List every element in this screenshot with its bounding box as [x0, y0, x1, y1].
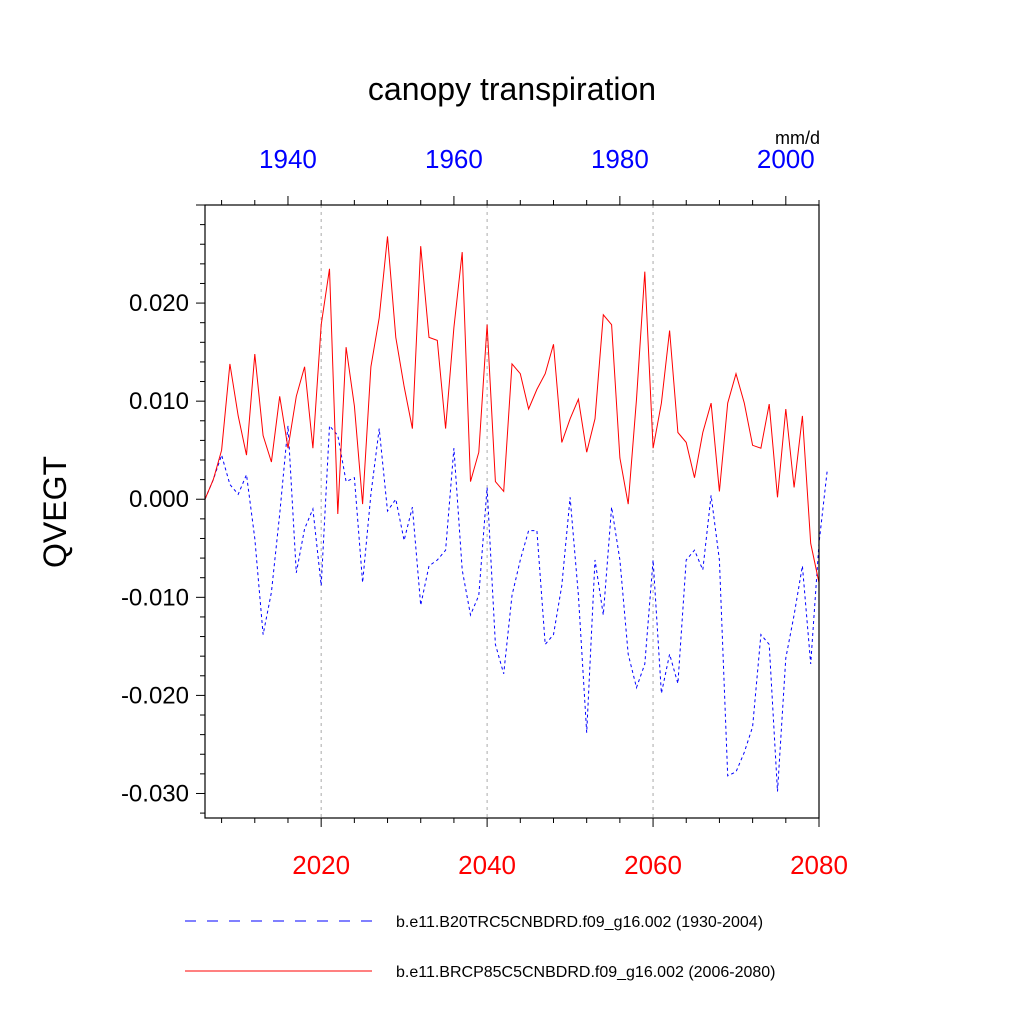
y-tick-label: -0.030: [121, 780, 189, 807]
bottom-tick-labels: 2020 2040 2060 2080: [292, 850, 848, 880]
legend-label-rcp85: b.e11.BRCP85C5CNBDRD.f09_g16.002 (2006-2…: [396, 964, 775, 981]
top-tick-label: 2000: [757, 144, 815, 174]
y-tick-labels: 0.020 0.010 0.000 -0.010 -0.020 -0.030: [121, 290, 189, 807]
top-tick-label: 1980: [591, 144, 649, 174]
axis-ticks: [196, 196, 820, 827]
units-label: mm/d: [775, 128, 820, 148]
bottom-tick-label: 2080: [790, 850, 848, 880]
plot-frame: [204, 204, 820, 819]
y-tick-label: 0.010: [129, 388, 189, 415]
series-lines: [204, 236, 828, 792]
y-tick-label: 0.020: [129, 290, 189, 317]
top-tick-labels: 1940 1960 1980 2000: [259, 144, 815, 174]
bottom-tick-label: 2020: [292, 850, 350, 880]
legend-label-historical: b.e11.B20TRC5CNBDRD.f09_g16.002 (1930-20…: [396, 914, 763, 931]
top-tick-label: 1940: [259, 144, 317, 174]
bottom-tick-label: 2040: [458, 850, 516, 880]
legend: b.e11.B20TRC5CNBDRD.f09_g16.002 (1930-20…: [185, 914, 775, 981]
series-rcp85-line: [204, 236, 820, 583]
series-historical-line: [204, 424, 828, 792]
y-tick-label: 0.000: [129, 486, 189, 513]
top-tick-label: 1960: [425, 144, 483, 174]
chart-title: canopy transpiration: [368, 71, 656, 107]
gridlines: [320, 205, 654, 818]
bottom-tick-label: 2060: [624, 850, 682, 880]
y-tick-label: -0.010: [121, 584, 189, 611]
y-tick-label: -0.020: [121, 682, 189, 709]
y-axis-label: QVEGT: [37, 456, 73, 568]
